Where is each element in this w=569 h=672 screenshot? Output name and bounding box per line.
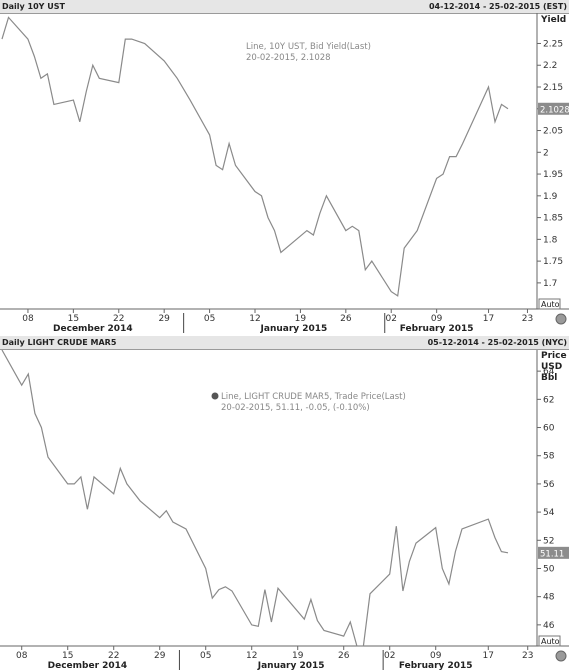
x-tick-label: 15 — [68, 314, 79, 324]
chart-panel-crude: Daily LIGHT CRUDE MAR5 05-12-2014 - 25-0… — [0, 336, 569, 671]
y-tick-label: 50 — [543, 564, 555, 574]
y-tick-label: 56 — [543, 480, 555, 490]
legend-line-1: Line, 10Y UST, Bid Yield(Last) — [246, 42, 371, 52]
x-tick-label: 23 — [522, 651, 533, 661]
auto-scale-button[interactable]: Auto — [538, 635, 561, 647]
y-tick-label: 60 — [543, 424, 555, 434]
y-tick-label: 2.05 — [543, 127, 563, 137]
x-tick-label: 12 — [249, 314, 260, 324]
y-tick-label: 2 — [543, 148, 549, 158]
month-label: February 2015 — [399, 661, 473, 671]
last-value-label: 2.1028 — [540, 105, 569, 115]
x-tick-label: 19 — [292, 651, 304, 661]
y-tick-label: 2.25 — [543, 39, 563, 49]
month-label: January 2015 — [257, 661, 325, 671]
y-tick-label: 2.2 — [543, 61, 557, 71]
x-tick-label: 19 — [295, 314, 307, 324]
y-axis-unit: Bbl — [541, 373, 557, 383]
chart-title: Daily LIGHT CRUDE MAR5 — [2, 338, 117, 347]
x-tick-label: 02 — [386, 314, 397, 324]
chart-header: Daily LIGHT CRUDE MAR5 05-12-2014 - 25-0… — [0, 336, 569, 350]
y-tick-label: 1.85 — [543, 214, 563, 224]
month-label: December 2014 — [53, 324, 133, 334]
x-tick-label: 17 — [483, 314, 494, 324]
y-tick-label: 64 — [543, 367, 555, 377]
y-tick-label: 1.9 — [543, 192, 558, 202]
last-value-label: 51.11 — [540, 549, 564, 559]
y-axis-unit: USD — [541, 362, 562, 372]
x-tick-label: 09 — [431, 314, 443, 324]
last-value-box — [538, 546, 569, 559]
x-tick-label: 02 — [384, 651, 395, 661]
chart-header: Daily 10Y UST 04-12-2014 - 25-02-2015 (E… — [0, 0, 569, 14]
x-tick-label: 26 — [338, 651, 350, 661]
series-line — [1, 16, 509, 297]
date-range: 05-12-2014 - 25-02-2015 (NYC) — [427, 338, 567, 347]
x-tick-label: 29 — [158, 314, 170, 324]
y-tick-label: 2.15 — [543, 83, 563, 93]
month-label: January 2015 — [260, 324, 328, 334]
y-tick-label: 46 — [543, 621, 555, 631]
month-label: February 2015 — [400, 324, 474, 334]
last-value-box — [538, 102, 569, 115]
y-tick-label: 1.7 — [543, 279, 557, 289]
x-tick-label: 08 — [22, 314, 34, 324]
chart-title: Daily 10Y UST — [2, 2, 65, 11]
y-axis-unit: Price — [541, 351, 567, 361]
date-range: 04-12-2014 - 25-02-2015 (EST) — [428, 2, 567, 11]
y-tick-label: 54 — [543, 508, 555, 518]
legend-marker-icon — [211, 392, 219, 400]
auto-scale-button[interactable]: Auto — [538, 298, 561, 310]
series-line — [1, 350, 509, 647]
yield-chart[interactable]: 2.252.22.152.12.0521.951.91.851.81.751.7… — [0, 13, 569, 335]
y-tick-label: 1.8 — [543, 235, 558, 245]
y-tick-label: 48 — [543, 593, 555, 603]
legend-line-1: Line, LIGHT CRUDE MAR5, Trade Price(Last… — [221, 392, 406, 402]
auto-button-label: Auto — [541, 300, 560, 309]
x-tick-label: 22 — [113, 314, 124, 324]
x-tick-label: 12 — [246, 651, 257, 661]
auto-button-frame — [538, 298, 561, 310]
x-tick-label: 23 — [522, 314, 533, 324]
y-tick-label: 52 — [543, 536, 554, 546]
y-tick-label: 1.95 — [543, 170, 563, 180]
y-tick-label: 58 — [543, 452, 555, 462]
x-tick-label: 26 — [340, 314, 352, 324]
auto-button-frame — [538, 635, 561, 647]
y-axis-unit: Yield — [540, 15, 566, 25]
y-tick-label: 1.75 — [543, 257, 563, 267]
x-tick-label: 15 — [62, 651, 73, 661]
settings-circle-icon[interactable] — [555, 313, 567, 325]
y-tick-label: 62 — [543, 395, 554, 405]
auto-button-label: Auto — [541, 637, 560, 646]
plot-area: 2.252.22.152.12.0521.951.91.851.81.751.7… — [0, 13, 569, 334]
settings-circle-icon[interactable] — [555, 650, 567, 662]
legend-line-2: 20-02-2015, 2.1028 — [246, 53, 331, 63]
x-tick-label: 05 — [204, 314, 215, 324]
x-tick-label: 08 — [16, 651, 28, 661]
x-tick-label: 09 — [430, 651, 442, 661]
legend-line-2: 20-02-2015, 51.11, -0.05, (-0.10%) — [221, 403, 370, 413]
chart-panel-ust: Daily 10Y UST 04-12-2014 - 25-02-2015 (E… — [0, 0, 569, 335]
x-tick-label: 17 — [483, 651, 494, 661]
x-tick-label: 05 — [200, 651, 211, 661]
x-tick-label: 29 — [154, 651, 166, 661]
month-label: December 2014 — [48, 661, 128, 671]
x-tick-label: 22 — [108, 651, 119, 661]
